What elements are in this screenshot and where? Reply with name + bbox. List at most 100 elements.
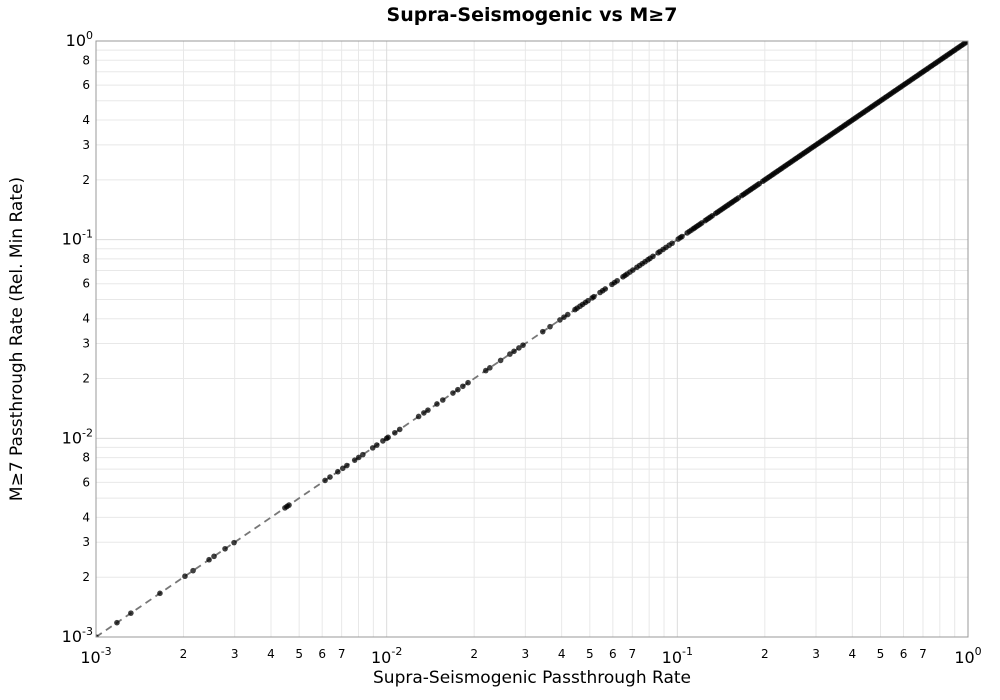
y-minor-tick-label: 3 xyxy=(82,337,90,351)
y-major-tick-label: 10-1 xyxy=(62,228,93,249)
x-minor-tick-label: 3 xyxy=(812,647,820,661)
data-point xyxy=(231,539,237,546)
data-point xyxy=(450,390,456,396)
y-major-tick-label: 10-3 xyxy=(62,625,93,646)
data-point xyxy=(564,311,571,318)
x-axis-label: Supra-Seismogenic Passthrough Rate xyxy=(373,668,691,688)
data-point xyxy=(157,590,163,597)
x-minor-tick-label: 7 xyxy=(338,647,346,661)
y-major-tick-label: 100 xyxy=(66,29,93,50)
data-point xyxy=(669,240,675,247)
y-minor-tick-label: 2 xyxy=(82,173,90,187)
data-point xyxy=(434,401,440,407)
data-point xyxy=(385,434,391,441)
data-point xyxy=(392,429,398,436)
data-point xyxy=(965,41,968,44)
data-point xyxy=(497,357,504,364)
data-point xyxy=(460,383,466,390)
data-point xyxy=(114,619,120,626)
data-point xyxy=(351,457,358,463)
data-point xyxy=(322,477,328,484)
data-point xyxy=(547,323,553,330)
data-point xyxy=(425,407,431,413)
data-point xyxy=(614,277,620,284)
x-major-tick-label: 100 xyxy=(954,645,981,667)
scatter-layer xyxy=(96,41,968,637)
x-minor-tick-label: 2 xyxy=(470,647,478,661)
data-point xyxy=(339,465,346,472)
data-point xyxy=(206,556,212,563)
data-point xyxy=(585,297,591,304)
data-point xyxy=(455,386,461,393)
x-major-tick-label: 10-1 xyxy=(662,645,693,667)
plot-border xyxy=(95,40,969,638)
y-minor-tick-label: 4 xyxy=(82,312,90,326)
y-minor-tick-label: 8 xyxy=(82,53,90,67)
data-point xyxy=(439,397,446,403)
data-point xyxy=(507,351,513,357)
data-point xyxy=(190,567,196,574)
x-minor-tick-label: 6 xyxy=(609,647,617,661)
data-point xyxy=(211,553,217,560)
data-point xyxy=(679,233,685,240)
x-minor-tick-label: 6 xyxy=(318,647,326,661)
x-minor-tick-label: 2 xyxy=(761,647,769,661)
y-major-tick-label: 10-2 xyxy=(62,426,93,447)
x-major-tick-label: 10-3 xyxy=(80,645,111,667)
x-minor-tick-label: 2 xyxy=(180,647,188,661)
x-minor-tick-label: 5 xyxy=(877,647,885,661)
chart-title: Supra-Seismogenic vs M≥7 xyxy=(386,4,678,26)
data-point xyxy=(355,454,362,461)
x-major-tick-label: 10-2 xyxy=(371,645,402,667)
x-minor-tick-label: 4 xyxy=(849,647,857,661)
data-point xyxy=(465,379,471,386)
data-point xyxy=(591,293,597,300)
y-minor-tick-label: 2 xyxy=(82,570,90,584)
x-minor-tick-label: 3 xyxy=(522,647,530,661)
grid-layer xyxy=(96,41,968,637)
data-point xyxy=(487,365,493,371)
data-point xyxy=(369,445,376,451)
data-point xyxy=(335,468,341,475)
data-point xyxy=(557,317,563,323)
y-minor-tick-label: 6 xyxy=(82,277,90,291)
data-point xyxy=(421,410,427,416)
data-point xyxy=(602,286,609,292)
data-point xyxy=(373,442,380,448)
data-point xyxy=(482,367,489,374)
y-minor-tick-label: 3 xyxy=(82,535,90,549)
y-minor-tick-label: 6 xyxy=(82,78,90,92)
data-point xyxy=(415,413,422,420)
data-point xyxy=(327,474,333,480)
data-point xyxy=(182,573,188,580)
x-minor-tick-label: 5 xyxy=(295,647,303,661)
y-minor-tick-label: 6 xyxy=(82,475,90,489)
data-point xyxy=(520,342,526,348)
data-point xyxy=(630,267,636,273)
data-point xyxy=(516,345,522,351)
data-point xyxy=(286,502,292,508)
data-point xyxy=(344,462,350,469)
x-minor-tick-label: 4 xyxy=(267,647,275,661)
y-minor-tick-label: 4 xyxy=(82,113,90,127)
x-minor-tick-label: 5 xyxy=(586,647,594,661)
data-point xyxy=(222,545,228,552)
x-minor-tick-label: 6 xyxy=(900,647,908,661)
y-minor-tick-label: 2 xyxy=(82,372,90,386)
data-point xyxy=(360,451,366,458)
data-point xyxy=(650,253,656,260)
y-minor-tick-label: 8 xyxy=(82,451,90,465)
data-point xyxy=(96,634,99,637)
data-point xyxy=(511,348,517,355)
y-minor-tick-label: 3 xyxy=(82,138,90,152)
x-minor-tick-label: 7 xyxy=(628,647,636,661)
data-point xyxy=(539,328,546,335)
x-minor-tick-label: 7 xyxy=(919,647,927,661)
y-minor-tick-label: 4 xyxy=(82,510,90,524)
data-point xyxy=(396,426,403,433)
y-minor-tick-label: 8 xyxy=(82,252,90,266)
data-point xyxy=(128,610,134,616)
